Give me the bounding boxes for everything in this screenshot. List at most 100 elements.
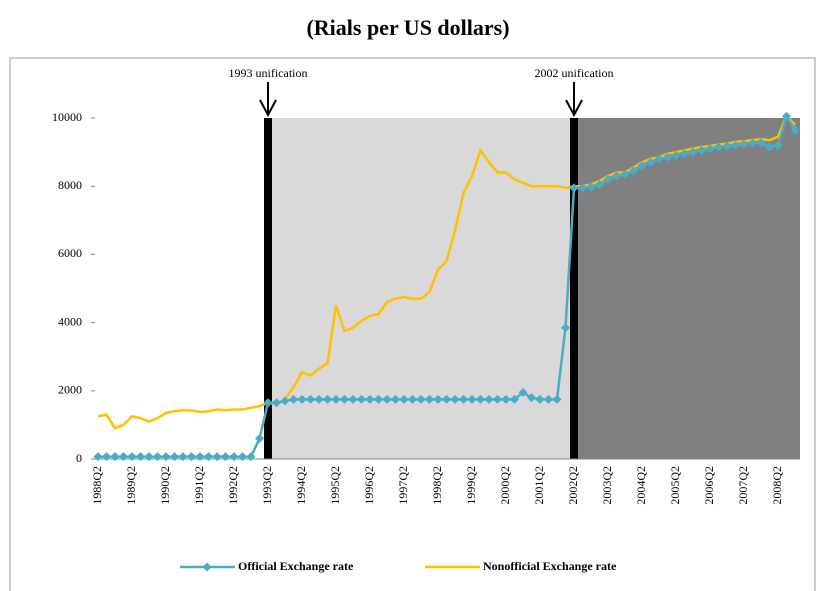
data-point (119, 452, 128, 462)
data-point (620, 169, 630, 179)
data-point (374, 394, 383, 404)
data-point (136, 452, 145, 462)
data-point (408, 394, 417, 404)
data-point (289, 394, 298, 404)
x-tick-label: 1993Q2 (260, 466, 274, 505)
annotation-arrow (259, 82, 277, 118)
y-tick-label: 2000 (58, 383, 82, 397)
legend-label: Official Exchange rate (238, 559, 354, 573)
x-tick-label: 1992Q2 (226, 466, 240, 505)
data-point (357, 394, 366, 404)
data-point (637, 161, 647, 171)
x-tick-label: 1991Q2 (192, 466, 206, 505)
y-tick-label: 8000 (58, 178, 82, 192)
data-point (527, 393, 536, 403)
data-point (663, 152, 672, 162)
data-point (110, 452, 120, 462)
annotation-label: 2002 unification (535, 66, 614, 80)
shaded-region (574, 118, 800, 459)
data-point (229, 452, 239, 462)
x-tick-label: 1988Q2 (90, 466, 104, 505)
data-point (612, 171, 621, 181)
data-point (144, 452, 154, 462)
data-point (255, 434, 264, 444)
data-point (297, 394, 307, 404)
data-point (501, 394, 511, 404)
data-point (552, 394, 562, 404)
x-tick-label: 2006Q2 (702, 466, 716, 505)
data-point (127, 452, 137, 462)
data-point (195, 452, 205, 462)
data-point (365, 394, 375, 404)
data-point (348, 394, 358, 404)
x-tick-label: 2002Q2 (566, 466, 580, 505)
data-point (697, 145, 706, 155)
data-point (161, 452, 171, 462)
data-point (722, 141, 732, 151)
data-point (93, 452, 103, 462)
x-tick-label: 2007Q2 (736, 466, 750, 505)
data-point (178, 452, 188, 462)
data-point (102, 452, 111, 462)
data-point (450, 394, 460, 404)
unification-bar (570, 118, 578, 459)
data-point (476, 394, 485, 404)
data-point (629, 166, 638, 176)
y-tick-label: 6000 (58, 246, 82, 260)
data-point (382, 394, 392, 404)
data-point (272, 398, 281, 408)
data-point (714, 142, 723, 152)
annotation-arrow (565, 82, 583, 118)
data-point (442, 394, 451, 404)
shaded-region (268, 118, 574, 459)
data-point (578, 183, 587, 193)
data-point (238, 452, 247, 462)
y-tick-label: 10000 (52, 110, 82, 124)
data-point (739, 139, 749, 149)
data-point (484, 394, 494, 404)
data-point (493, 394, 502, 404)
data-point (459, 394, 468, 404)
data-point (688, 147, 698, 157)
data-point (782, 111, 791, 121)
data-point (654, 154, 664, 164)
data-point (680, 149, 689, 159)
data-point (748, 138, 757, 148)
data-point (246, 452, 256, 462)
data-point (221, 452, 230, 462)
data-point (705, 144, 715, 154)
data-point (595, 179, 604, 189)
x-tick-label: 1996Q2 (362, 466, 376, 505)
data-point (399, 394, 409, 404)
data-point (204, 452, 213, 462)
data-point (671, 151, 681, 161)
data-point (212, 452, 222, 462)
legend-marker (202, 562, 212, 572)
data-point (425, 394, 434, 404)
data-point (756, 138, 766, 148)
data-point (765, 142, 774, 152)
x-tick-label: 1995Q2 (328, 466, 342, 505)
chart-border (9, 57, 816, 591)
x-tick-label: 2000Q2 (498, 466, 512, 505)
data-point (646, 157, 655, 167)
x-tick-label: 2001Q2 (532, 466, 546, 505)
data-point (306, 394, 315, 404)
data-point (433, 394, 443, 404)
data-point (561, 323, 570, 333)
data-point (586, 182, 596, 192)
data-point (510, 394, 519, 404)
unification-bar (264, 118, 272, 459)
data-point (416, 394, 426, 404)
data-point (518, 388, 528, 398)
x-tick-label: 2004Q2 (634, 466, 648, 505)
data-point (603, 174, 613, 184)
data-point (314, 394, 324, 404)
data-point (569, 183, 579, 193)
data-point (731, 140, 740, 150)
x-tick-label: 1990Q2 (158, 466, 172, 505)
data-point (467, 394, 477, 404)
data-point (790, 125, 800, 135)
data-point (544, 394, 553, 404)
